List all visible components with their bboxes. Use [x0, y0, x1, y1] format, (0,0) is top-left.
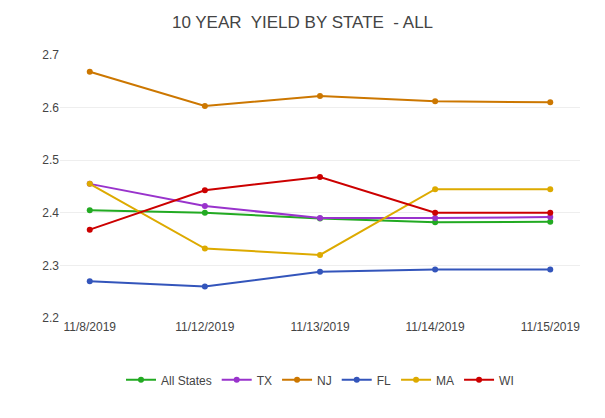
svg-text:TX: TX: [257, 374, 272, 388]
svg-text:11/12/2019: 11/12/2019: [175, 320, 234, 334]
svg-text:WI: WI: [499, 374, 514, 388]
svg-text:2.3: 2.3: [42, 259, 59, 273]
svg-text:10 YEAR YIELD BY STATE - ALL: 10 YEAR YIELD BY STATE - ALL: [172, 13, 433, 32]
svg-text:11/15/2019: 11/15/2019: [521, 320, 580, 334]
svg-text:2.7: 2.7: [42, 48, 59, 62]
svg-text:NJ: NJ: [317, 374, 332, 388]
svg-text:FL: FL: [377, 374, 391, 388]
svg-text:2.2: 2.2: [42, 311, 59, 325]
svg-text:2.4: 2.4: [42, 206, 59, 220]
svg-text:2.5: 2.5: [42, 153, 59, 167]
svg-text:11/14/2019: 11/14/2019: [406, 320, 465, 334]
svg-text:All States: All States: [161, 374, 212, 388]
svg-text:MA: MA: [436, 374, 454, 388]
svg-text:2.6: 2.6: [42, 101, 59, 115]
svg-text:11/8/2019: 11/8/2019: [64, 320, 117, 334]
svg-text:11/13/2019: 11/13/2019: [290, 320, 349, 334]
